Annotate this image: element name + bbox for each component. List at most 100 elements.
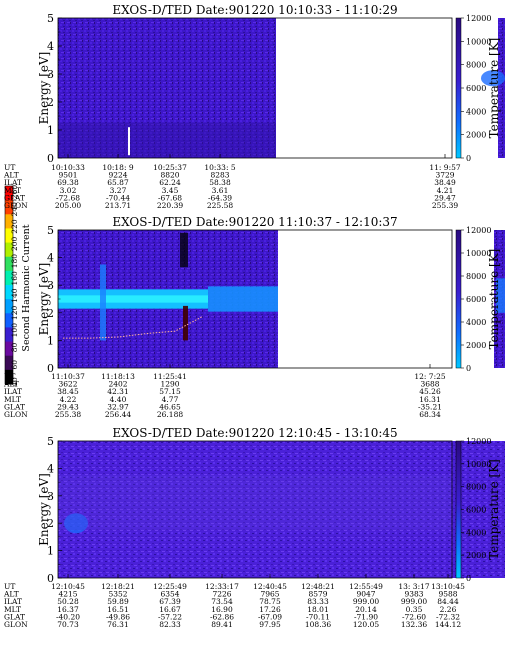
ephemeris-value: -71.90 xyxy=(354,612,378,621)
ephemeris-value: 8579 xyxy=(308,590,327,599)
y2-tick-label: 10000 xyxy=(466,460,491,469)
y2-tick-label: 2000 xyxy=(466,131,486,140)
colorbar-tick-label: 180 xyxy=(10,254,19,269)
ephemeris-value: 220.39 xyxy=(157,201,183,210)
y2-tick-label: 8000 xyxy=(466,61,486,70)
ephemeris-value: 9224 xyxy=(108,171,127,180)
ephemeris-value: 70.73 xyxy=(57,620,79,629)
ephemeris-value: 12:55:49 xyxy=(349,582,383,591)
ephemeris-value: 57.15 xyxy=(159,387,181,396)
ephemeris-value: 58.38 xyxy=(209,178,231,187)
ephemeris-row-label: MLT xyxy=(4,395,21,404)
panel-3: EXOS-D/TED Date:901220 12:10:45 - 13:10:… xyxy=(3,426,505,629)
colorbar-tick-label: 120 xyxy=(10,306,19,321)
ephemeris-value: 999.00 xyxy=(401,597,427,606)
y-tick-label: 5 xyxy=(47,224,54,237)
ephemeris-value: 11:10:37 xyxy=(51,372,85,381)
ephemeris-value: 9383 xyxy=(404,590,423,599)
ephemeris-value: 16.51 xyxy=(107,605,128,614)
y2-tick-label: 0 xyxy=(466,154,471,163)
ephemeris-value: 12:48:21 xyxy=(301,582,335,591)
temperature-bar xyxy=(455,17,462,159)
y-tick-label: 1 xyxy=(47,545,54,558)
ephemeris-value: 3.61 xyxy=(212,186,229,195)
panel-title: EXOS-D/TED Date:901220 11:10:37 - 12:10:… xyxy=(112,215,397,229)
y-tick-label: 1 xyxy=(47,334,54,347)
y2-tick-label: 6000 xyxy=(466,506,486,515)
colorbar-segment xyxy=(5,299,13,314)
colorbar-tick-label: 220 xyxy=(10,219,19,234)
ephemeris-value: 8820 xyxy=(160,171,179,180)
ephemeris-row-label: GLAT xyxy=(4,193,25,202)
ephemeris-value: 89.41 xyxy=(211,620,232,629)
data-gap-line xyxy=(128,127,130,156)
ephemeris-value: 11: 9:57 xyxy=(429,163,461,172)
colorbar-segment xyxy=(5,200,13,215)
dark-streak xyxy=(180,232,188,268)
ephemeris-value: 76.31 xyxy=(107,620,128,629)
ephemeris-row-label: GLAT xyxy=(4,612,25,621)
y-tick-label: 4 xyxy=(47,40,54,53)
colorbar-segment xyxy=(5,270,13,286)
ephemeris-value: 65.87 xyxy=(107,178,129,187)
ephemeris-row-label: ALT xyxy=(3,590,19,599)
ephemeris-value: 255.39 xyxy=(432,201,458,210)
y-tick-label: 4 xyxy=(47,252,54,265)
ephemeris-value: 69.38 xyxy=(57,178,79,187)
y-tick-label: 2 xyxy=(47,517,54,530)
ephemeris-value: 205.00 xyxy=(55,201,81,210)
ephemeris-value: 16.37 xyxy=(57,605,79,614)
ephemeris-row-label: MLT xyxy=(4,605,21,614)
panel-2: EXOS-D/TED Date:901220 11:10:37 - 12:10:… xyxy=(3,215,505,419)
y2-tick-label: 8000 xyxy=(466,272,486,281)
temperature-bar xyxy=(455,229,462,369)
ephemeris-value: 12: 7:25 xyxy=(414,372,446,381)
vertical-streak xyxy=(100,264,106,341)
ephemeris-value: 3.02 xyxy=(60,186,77,195)
y2-tick-label: 8000 xyxy=(466,483,486,492)
ephemeris-value: 29.43 xyxy=(57,402,79,411)
ephemeris-value: 9588 xyxy=(438,590,457,599)
ephemeris-value: 20.14 xyxy=(355,605,377,614)
enhanced-band-core xyxy=(58,295,208,303)
y2-tick-label: 0 xyxy=(466,574,471,583)
colorbar-segment xyxy=(5,186,13,201)
y-tick-label: 2 xyxy=(47,307,54,320)
ephemeris-row-label: ALT xyxy=(3,171,19,180)
temperature-bar xyxy=(455,440,462,579)
y2-tick-label: 4000 xyxy=(466,528,486,537)
colorbar-segment xyxy=(5,228,13,244)
ephemeris-value: 132.36 xyxy=(401,620,427,629)
ephemeris-value: -67.09 xyxy=(258,612,282,621)
ephemeris-value: 12:10:45 xyxy=(51,582,85,591)
ephemeris-value: 68.34 xyxy=(419,410,441,419)
ephemeris-value: 38.49 xyxy=(434,178,456,187)
colorbar-segment xyxy=(5,327,13,343)
y-tick-label: 2 xyxy=(47,96,54,109)
ephemeris-row-label: GLON xyxy=(4,620,28,629)
colorbar-tick-label: 160 xyxy=(10,271,19,286)
ephemeris-row-label: ILAT xyxy=(4,178,22,187)
ephemeris-value: 4.40 xyxy=(110,395,127,404)
ephemeris-row-label: ALT xyxy=(3,380,19,389)
y2-tick-label: 10000 xyxy=(466,37,491,46)
ephemeris-value: 108.36 xyxy=(305,620,331,629)
ephemeris-value: 32.97 xyxy=(107,402,129,411)
colorbar-segment xyxy=(5,285,13,300)
ephemeris-value: 10:25:37 xyxy=(153,163,187,172)
colorbar-label: Second Harmonic Current xyxy=(21,224,32,351)
temperature-patch xyxy=(481,70,505,87)
ephemeris-value: 5352 xyxy=(108,590,127,599)
y2-axis-label: Temperature [K] xyxy=(487,38,501,139)
ephemeris-row-label: UT xyxy=(4,163,15,172)
y-tick-label: 3 xyxy=(47,490,54,503)
colorbar-frame xyxy=(4,185,14,385)
ephemeris-row-label: GLAT xyxy=(4,402,25,411)
ephemeris-value: 18.01 xyxy=(307,605,328,614)
y-axis-label: Energy [eV] xyxy=(37,473,51,546)
ephemeris-value: 11:25:41 xyxy=(153,372,187,381)
y2-tick-label: 12000 xyxy=(466,14,491,23)
ephemeris-value: 256.44 xyxy=(105,410,131,419)
